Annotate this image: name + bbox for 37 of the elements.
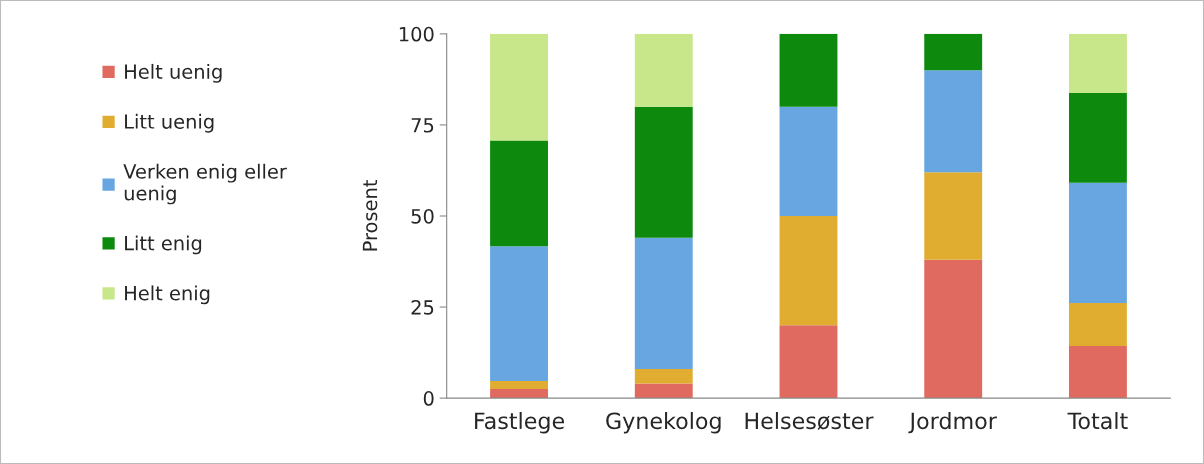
y-tick-label: 75: [411, 118, 434, 133]
x-tick-label: Fastlege: [475, 412, 564, 434]
bar: [634, 33, 693, 107]
bar: [1068, 92, 1127, 183]
bar: [634, 368, 693, 384]
bar: [779, 106, 838, 216]
bar: [490, 246, 548, 381]
bar: [924, 70, 983, 173]
bar: [779, 33, 838, 107]
bar: [924, 33, 983, 71]
legend-label: Verken enig eller uenig: [123, 163, 287, 205]
y-tick-label: 50: [411, 208, 434, 224]
bar: [1068, 182, 1127, 304]
bar: [490, 33, 548, 141]
y-tick-label: 100: [399, 26, 434, 42]
y-tick-label: 25: [411, 300, 434, 315]
y-axis-title: Prosent: [362, 180, 378, 251]
bar: [634, 106, 693, 238]
x-tick-label: Helsesøster: [745, 412, 874, 430]
y-tick-label: 0: [423, 391, 434, 406]
bar: [1068, 346, 1127, 399]
bar: [779, 215, 838, 326]
bar: [924, 172, 983, 260]
legend-label: Helt enig: [125, 285, 210, 305]
bar: [1068, 33, 1127, 93]
legend-label: Litt uenig: [125, 113, 214, 133]
x-tick-label: Totalt: [1067, 412, 1128, 430]
bar: [490, 140, 548, 247]
bar: [1068, 303, 1127, 347]
bar: [490, 380, 548, 390]
bar: [924, 259, 983, 399]
legend-label: Litt enig: [125, 235, 202, 255]
bar: [779, 325, 838, 399]
legend-label: Helt uenig: [125, 63, 222, 83]
x-tick-label: Jordmor: [908, 412, 997, 434]
x-tick-label: Gynekolog: [606, 412, 721, 434]
bar: [634, 237, 693, 369]
